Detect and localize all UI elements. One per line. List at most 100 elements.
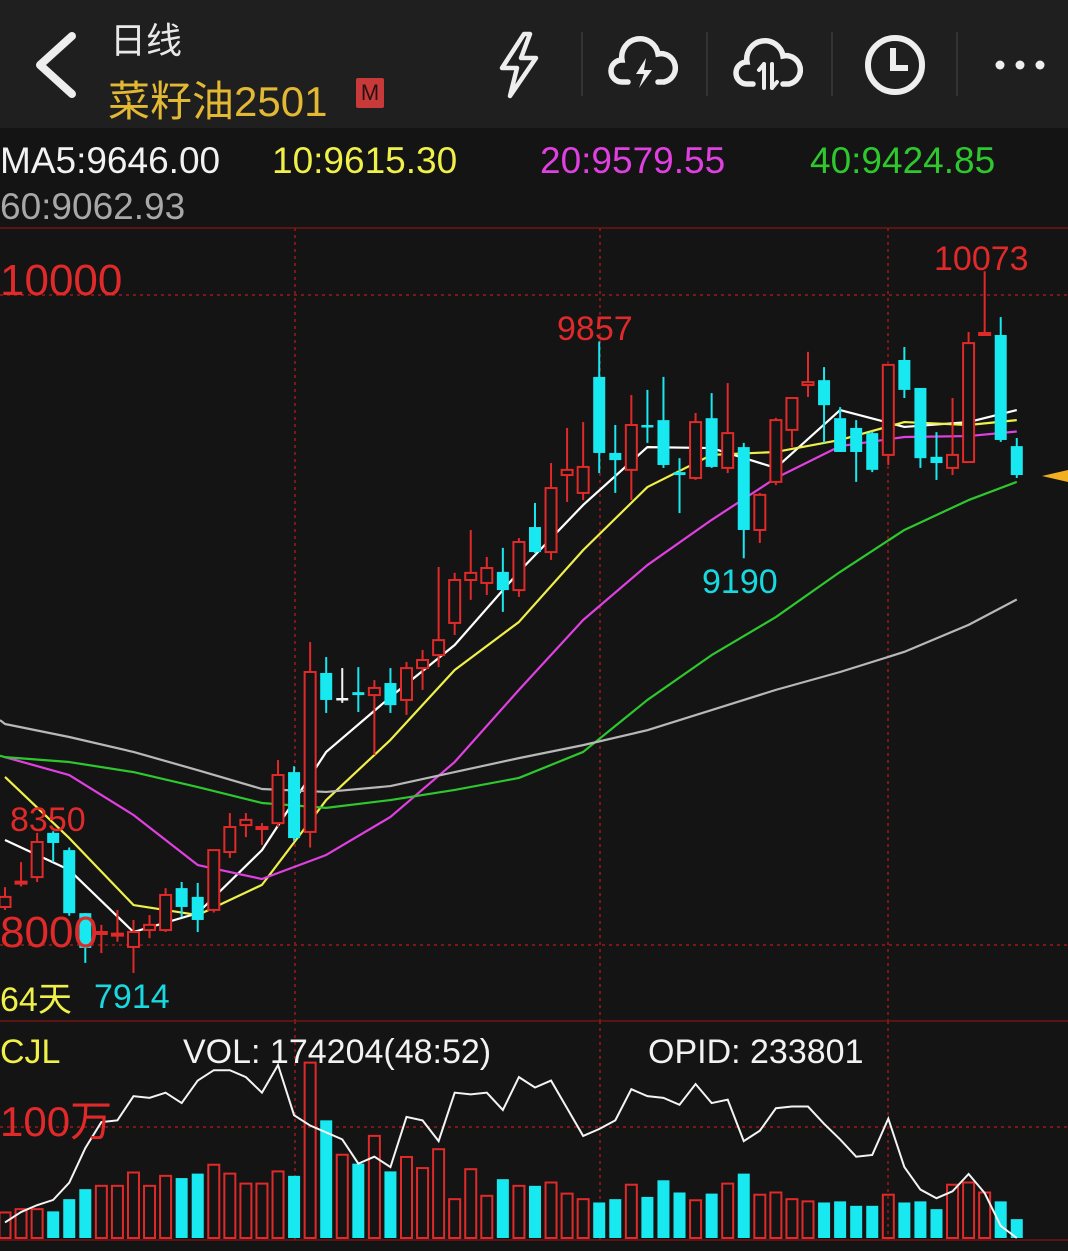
volume-value: VOL: 174204(48:52) xyxy=(183,1033,492,1071)
candle-up xyxy=(689,421,703,479)
ma20-value: 20:9579.55 xyxy=(540,140,726,181)
candle-down xyxy=(320,672,333,700)
volume-bar xyxy=(737,1173,750,1238)
volume-bar xyxy=(79,1189,92,1238)
volume-bar xyxy=(352,1163,365,1238)
candle-down xyxy=(352,692,365,696)
volume-bar xyxy=(432,1148,446,1239)
volume-bar xyxy=(576,1198,590,1240)
candle-up xyxy=(753,493,767,531)
candle-up xyxy=(367,686,381,697)
volume-bar xyxy=(143,1184,157,1239)
candle-up xyxy=(512,541,526,592)
candle-down xyxy=(994,334,1007,440)
candle-down xyxy=(609,452,622,461)
candle-up xyxy=(978,332,992,337)
candle-up xyxy=(30,840,44,879)
candle-down xyxy=(47,832,60,843)
volume-bar xyxy=(191,1173,204,1238)
back-chevron-icon[interactable] xyxy=(28,30,88,100)
ma5-line xyxy=(4,408,1018,934)
candle-down xyxy=(898,360,911,390)
volume-bar xyxy=(689,1199,703,1240)
volume-bar xyxy=(528,1185,541,1238)
symbol-name[interactable]: 菜籽油2501 xyxy=(108,78,328,125)
volume-bars xyxy=(0,1061,1023,1240)
lightning-icon[interactable] xyxy=(484,30,554,100)
volume-indicator-name[interactable]: CJL xyxy=(0,1033,61,1071)
volume-bar xyxy=(207,1163,221,1239)
period-label[interactable]: 日线 xyxy=(110,20,183,61)
candle-down xyxy=(657,420,670,465)
volume-bar xyxy=(834,1201,847,1238)
cloud-transfer-icon[interactable] xyxy=(733,30,803,100)
volume-bar xyxy=(255,1182,269,1239)
candle-down xyxy=(593,376,606,453)
candle-down xyxy=(528,527,541,553)
candle-up xyxy=(207,849,221,911)
grid xyxy=(0,227,1068,1241)
volume-bar xyxy=(0,1211,12,1239)
volume-bar xyxy=(994,1201,1007,1238)
candle-down xyxy=(850,427,863,452)
ma10-value: 10:9615.30 xyxy=(272,140,458,181)
candle-down xyxy=(175,888,188,907)
cloud-lightning-icon[interactable] xyxy=(608,30,678,100)
candle-down xyxy=(1010,446,1023,476)
high-label-9857: 9857 xyxy=(557,310,633,348)
ma60-line xyxy=(0,598,1018,794)
current-price-marker xyxy=(1042,470,1068,482)
low-label-7914: 7914 xyxy=(94,978,170,1016)
candle-up xyxy=(721,432,735,469)
open-interest-value: OPID: 233801 xyxy=(648,1033,864,1071)
candle-up xyxy=(271,774,285,825)
volume-bar xyxy=(47,1211,60,1238)
volume-bar xyxy=(609,1199,622,1238)
candle-up xyxy=(223,826,237,854)
main-contract-badge: M xyxy=(356,78,384,108)
candle-up xyxy=(239,818,253,827)
volume-bar xyxy=(753,1193,767,1239)
volume-bar xyxy=(14,1208,28,1240)
candle-down xyxy=(914,387,927,459)
volume-bar xyxy=(560,1192,574,1239)
more-icon[interactable] xyxy=(985,30,1055,100)
volume-bar xyxy=(367,1134,381,1240)
candle-up xyxy=(110,932,124,937)
volume-bar xyxy=(624,1183,638,1239)
volume-bar xyxy=(641,1196,654,1238)
volume-bar xyxy=(544,1181,558,1239)
candle-down xyxy=(834,418,847,452)
volume-bar xyxy=(480,1194,494,1239)
axis-label-8000: 8000 xyxy=(0,908,98,957)
candle-down xyxy=(63,850,76,914)
candle-down xyxy=(818,380,831,406)
candle-up xyxy=(544,487,558,554)
volume-bar xyxy=(496,1179,509,1238)
volume-bar xyxy=(288,1175,301,1238)
volume-bar xyxy=(271,1170,285,1240)
volume-bar xyxy=(962,1181,976,1239)
candle-up xyxy=(576,465,590,494)
clock-icon[interactable] xyxy=(860,30,930,100)
volume-bar xyxy=(94,1184,108,1239)
candle-up xyxy=(432,639,446,657)
open-interest-line xyxy=(4,1062,1018,1239)
volume-bar xyxy=(850,1205,863,1238)
separator xyxy=(706,32,708,96)
ma5-value: MA5:9646.00 xyxy=(0,140,221,181)
candle-down xyxy=(191,896,204,920)
volume-bar xyxy=(400,1155,413,1239)
volume-bar xyxy=(818,1202,831,1238)
volume-bar xyxy=(464,1168,478,1240)
volume-bar xyxy=(159,1174,173,1239)
volume-bar xyxy=(416,1167,430,1239)
low-label-9190: 9190 xyxy=(702,563,778,601)
axis-label-10000: 10000 xyxy=(0,256,123,305)
candle-down xyxy=(641,425,654,428)
candle-up xyxy=(159,893,173,932)
candle-down xyxy=(496,571,509,591)
volume-bar xyxy=(657,1180,670,1238)
candle-up xyxy=(480,567,494,584)
